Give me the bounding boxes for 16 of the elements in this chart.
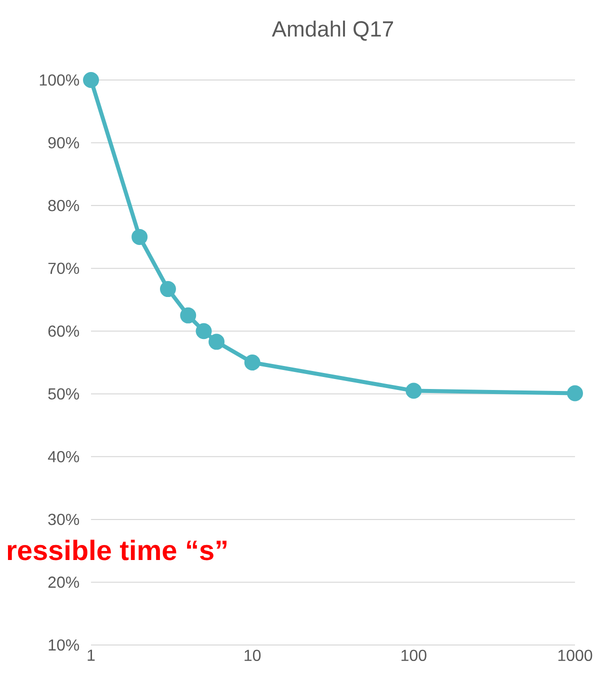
y-tick-label: 20% xyxy=(48,576,80,588)
y-tick-label: 80% xyxy=(48,200,80,212)
y-tick-label: 40% xyxy=(48,451,80,462)
chart-title: Amdahl Q17 xyxy=(272,20,393,41)
y-tick-label: 90% xyxy=(48,137,80,148)
y-tick-label: 10% xyxy=(48,639,80,651)
y-tick-label: 60% xyxy=(48,325,80,337)
annotation: ressible time “s” xyxy=(8,540,226,560)
y-tick-label: 100% xyxy=(40,74,80,86)
y-tick-label: 50% xyxy=(48,388,80,400)
y-tick-label: 70% xyxy=(48,262,80,274)
x-tick-label: 1000 xyxy=(558,650,592,662)
x-tick-label: 100 xyxy=(402,650,426,662)
x-tick-label: 1 xyxy=(88,650,95,661)
y-tick-label: 30% xyxy=(48,514,80,526)
x-tick-label: 10 xyxy=(244,650,261,662)
